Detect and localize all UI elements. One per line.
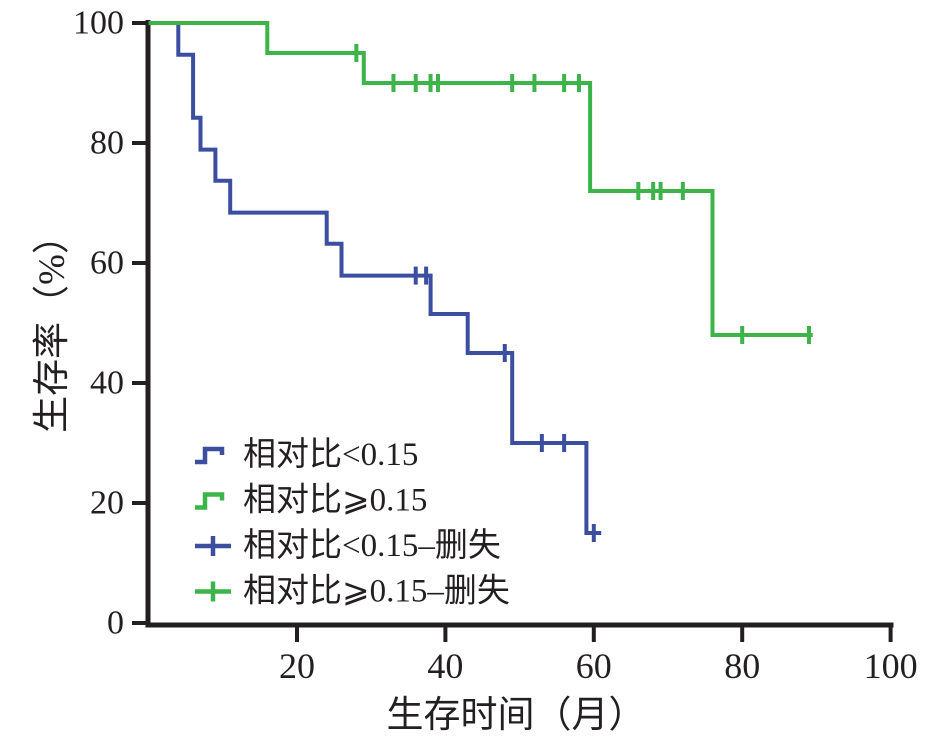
x-tick-label: 20: [279, 646, 315, 686]
x-tick-label: 100: [864, 646, 918, 686]
legend-step-icon: [195, 446, 225, 465]
legend-item-1: 相对比⩾0.15: [195, 482, 427, 519]
plot-axes: 0 20 40 60 80 100 20 40 60 80 100: [73, 5, 918, 687]
legend-label: 相对比<0.15–删失: [243, 527, 501, 564]
legend-label: 相对比<0.15: [243, 436, 418, 473]
x-tick-label: 60: [576, 646, 612, 686]
y-tick-label: 40: [90, 365, 124, 402]
legend-label: 相对比⩾0.15: [243, 482, 427, 519]
y-tick-label: 100: [73, 5, 124, 42]
legend-item-2: 相对比<0.15–删失: [195, 527, 501, 564]
y-tick-label: 0: [107, 605, 124, 642]
series-line-1: [148, 21, 813, 337]
y-tick-label: 80: [90, 125, 124, 162]
legend-label: 相对比⩾0.15–删失: [243, 573, 510, 610]
y-axis-title: 生存率（%）: [31, 217, 73, 433]
y-tick-label: 20: [90, 485, 124, 522]
x-tick-label: 40: [427, 646, 463, 686]
legend-item-0: 相对比<0.15: [195, 436, 418, 473]
x-tick-label: 80: [724, 646, 760, 686]
legend-item-3: 相对比⩾0.15–删失: [195, 573, 510, 610]
censor-marks: [354, 44, 811, 542]
series-line-0: [148, 21, 602, 535]
legend-step-icon: [195, 492, 225, 510]
x-axis-title: 生存时间（月）: [387, 695, 646, 736]
series-lines: [148, 21, 813, 535]
y-tick-label: 60: [90, 245, 124, 282]
